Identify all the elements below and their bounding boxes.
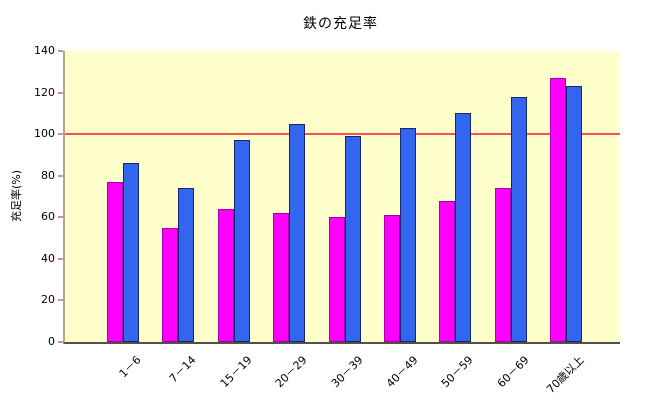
- bar-series-magenta-cat8: [550, 78, 567, 342]
- y-tick-label-0: 0: [48, 335, 55, 348]
- bar-series-magenta-cat7: [494, 188, 511, 342]
- y-tick-mark-100: [58, 133, 63, 136]
- x-tick-label-2: 15－19: [217, 353, 255, 391]
- x-tick-label-8: 70歳以上: [544, 353, 587, 396]
- y-tick-mark-140: [58, 50, 63, 52]
- y-tick-label-80: 80: [41, 168, 55, 182]
- bar-series-blue-cat6: [455, 113, 472, 342]
- y-tick-mark-20: [58, 299, 63, 302]
- bar-series-blue-cat3: [289, 123, 306, 342]
- bar-series-magenta-cat6: [439, 200, 456, 342]
- y-tick-mark-60: [58, 216, 63, 219]
- plot-area: [63, 51, 620, 344]
- x-tick-label-7: 60－69: [494, 353, 532, 391]
- y-tick-mark-80: [58, 174, 63, 177]
- bar-series-blue-cat1: [178, 188, 195, 342]
- y-tick-label-40: 40: [41, 251, 55, 265]
- bar-series-blue-cat7: [510, 96, 527, 342]
- y-tick-label-60: 60: [41, 210, 55, 224]
- x-tick-label-4: 30－39: [328, 353, 366, 391]
- x-tick-label-0: 1－6: [116, 353, 144, 381]
- y-tick-label-100: 100: [34, 127, 55, 141]
- y-tick-label-120: 120: [34, 85, 55, 99]
- x-tick-label-1: 7－14: [167, 353, 199, 386]
- x-tick-label-5: 40－49: [383, 353, 421, 391]
- bar-series-magenta-cat0: [107, 181, 123, 342]
- bar-series-blue-cat0: [123, 163, 139, 342]
- bar-series-magenta-cat5: [384, 215, 400, 342]
- y-tick-mark-120: [58, 91, 63, 94]
- bar-series-magenta-cat1: [162, 227, 179, 342]
- bar-series-blue-cat4: [344, 136, 361, 342]
- y-tick-mark-0: [58, 341, 63, 343]
- x-tick-label-3: 20－29: [273, 353, 310, 391]
- bar-series-magenta-cat2: [217, 208, 234, 342]
- y-tick-mark-40: [58, 257, 63, 260]
- bar-series-blue-cat8: [566, 86, 583, 342]
- y-tick-label-140: 140: [34, 44, 55, 57]
- bar-series-magenta-cat3: [273, 213, 290, 342]
- bar-series-magenta-cat4: [328, 217, 345, 342]
- reference-line-100: [65, 133, 620, 136]
- y-tick-label-20: 20: [41, 293, 55, 307]
- bar-series-blue-cat5: [400, 127, 416, 342]
- bar-series-blue-cat2: [233, 140, 250, 342]
- chart-title: 鉄の充足率: [303, 16, 378, 32]
- x-tick-label-6: 50－59: [439, 353, 476, 391]
